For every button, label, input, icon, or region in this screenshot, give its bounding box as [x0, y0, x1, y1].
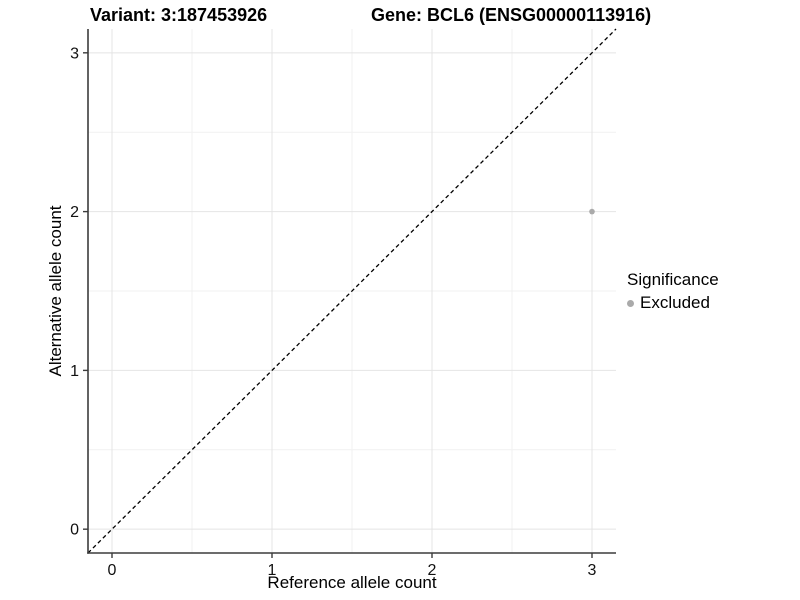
x-tick-label: 0	[108, 562, 117, 579]
legend-entry-label: Excluded	[640, 293, 710, 312]
x-tick-label: 1	[268, 562, 277, 579]
legend: Significance Excluded	[627, 270, 719, 313]
plot-title-gene: Gene: BCL6 (ENSG00000113916)	[371, 5, 652, 25]
y-tick-label: 2	[70, 204, 79, 221]
y-tick-label: 1	[70, 363, 79, 380]
y-tick-label: 0	[70, 522, 79, 539]
x-axis-title: Reference allele count	[267, 573, 437, 592]
x-tick-label: 3	[588, 562, 597, 579]
plot-title-variant: Variant: 3:187453926	[90, 5, 268, 25]
legend-entry-excluded: Excluded	[627, 293, 719, 313]
y-axis-title: Alternative allele count	[46, 205, 65, 377]
legend-point-icon	[627, 299, 634, 307]
x-tick-label: 2	[428, 562, 437, 579]
legend-title: Significance	[627, 270, 719, 289]
data-point	[589, 208, 595, 215]
y-tick-label: 3	[70, 45, 79, 62]
identity-reference-line	[87, 28, 617, 554]
